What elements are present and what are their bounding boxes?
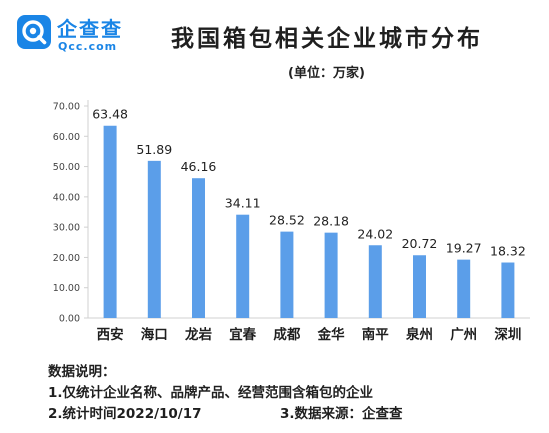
chart-title: 我国箱包相关企业城市分布 [171,26,483,52]
bar-value-label: 18.32 [490,244,526,259]
x-category-label: 海口 [141,326,168,343]
bar [103,125,117,319]
bar-value-label: 24.02 [357,226,393,241]
notes-heading: 数据说明： [48,364,116,380]
y-tick-label: 20.00 [53,253,80,264]
x-category-label: 宜春 [229,326,256,343]
x-category-label: 深圳 [494,326,521,343]
x-category-label: 金华 [317,326,345,343]
bar-value-label: 19.27 [446,241,482,256]
bar [368,245,382,318]
bar [236,214,250,318]
bar [324,232,338,318]
bar-value-label: 34.11 [225,196,261,211]
bar-value-label: 51.89 [136,142,172,157]
bar [501,262,515,318]
bar-value-label: 20.72 [402,236,438,251]
bar [457,259,471,318]
bar [192,178,205,318]
qcc-logo-icon [17,15,51,49]
y-tick-label: 30.00 [53,223,80,234]
bar [413,255,426,318]
x-category-label: 西安 [97,326,124,343]
y-tick-label: 0.00 [59,314,80,325]
brand-logo: 企查查 Qcc.com [17,9,143,59]
unit-label: (单位：万家) [288,66,365,81]
x-category-label: 龙岩 [184,326,212,343]
y-tick-label: 40.00 [53,192,80,203]
brand-name: 企查查 [57,17,123,41]
bar-value-label: 63.48 [92,107,128,122]
bar [147,160,161,318]
note-date: 2.统计时间2022/10/17 [48,406,202,422]
y-tick-label: 60.00 [53,132,80,143]
y-tick-label: 70.00 [53,102,80,113]
bar [280,231,294,318]
note-scope: 1.仅统计企业名称、品牌产品、经营范围含箱包的企业 [48,385,374,401]
x-category-label: 泉州 [406,326,433,343]
x-category-label: 南平 [362,326,389,343]
bar-value-label: 28.18 [313,214,349,229]
bar-value-label: 28.52 [269,213,305,228]
brand-domain: Qcc.com [58,40,118,53]
x-category-label: 广州 [450,326,477,343]
x-category-label: 成都 [273,326,300,343]
data-notes: 数据说明： 1.仅统计企业名称、品牌产品、经营范围含箱包的企业 2.统计时间20… [48,362,403,425]
bar-value-label: 46.16 [181,159,217,174]
bar-chart: 0.00 10.00 20.00 30.00 40.00 50.00 60.00 70.00 6… [53,100,530,343]
y-tick-label: 10.00 [53,283,80,294]
note-source: 3.数据来源：企查查 [280,406,403,422]
y-tick-label: 50.00 [53,162,80,173]
